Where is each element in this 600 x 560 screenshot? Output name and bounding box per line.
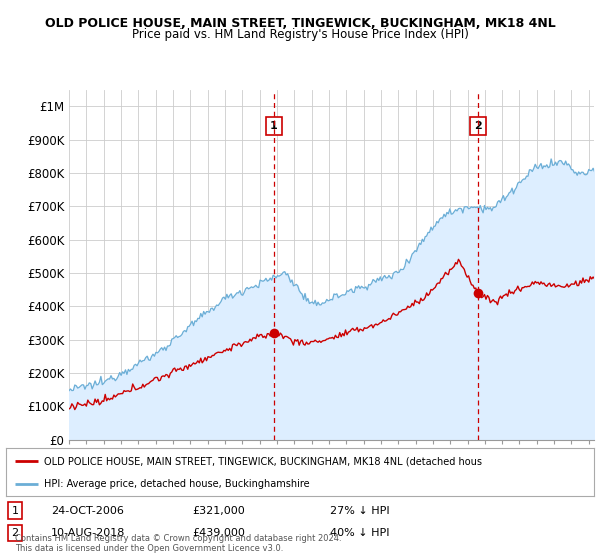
Text: £321,000: £321,000 [192,506,245,516]
Text: £439,000: £439,000 [192,528,245,538]
Text: OLD POLICE HOUSE, MAIN STREET, TINGEWICK, BUCKINGHAM, MK18 4NL (detached hous: OLD POLICE HOUSE, MAIN STREET, TINGEWICK… [44,456,482,466]
Text: 1: 1 [11,506,19,516]
Text: 40% ↓ HPI: 40% ↓ HPI [330,528,389,538]
Text: HPI: Average price, detached house, Buckinghamshire: HPI: Average price, detached house, Buck… [44,479,310,489]
Text: 24-OCT-2006: 24-OCT-2006 [51,506,124,516]
Text: 2: 2 [475,122,482,131]
Text: 10-AUG-2018: 10-AUG-2018 [51,528,125,538]
Text: 27% ↓ HPI: 27% ↓ HPI [330,506,389,516]
Text: OLD POLICE HOUSE, MAIN STREET, TINGEWICK, BUCKINGHAM, MK18 4NL: OLD POLICE HOUSE, MAIN STREET, TINGEWICK… [44,17,556,30]
Text: 1: 1 [270,122,278,131]
Text: Price paid vs. HM Land Registry's House Price Index (HPI): Price paid vs. HM Land Registry's House … [131,28,469,41]
Text: 2: 2 [11,528,19,538]
Text: Contains HM Land Registry data © Crown copyright and database right 2024.
This d: Contains HM Land Registry data © Crown c… [15,534,341,553]
